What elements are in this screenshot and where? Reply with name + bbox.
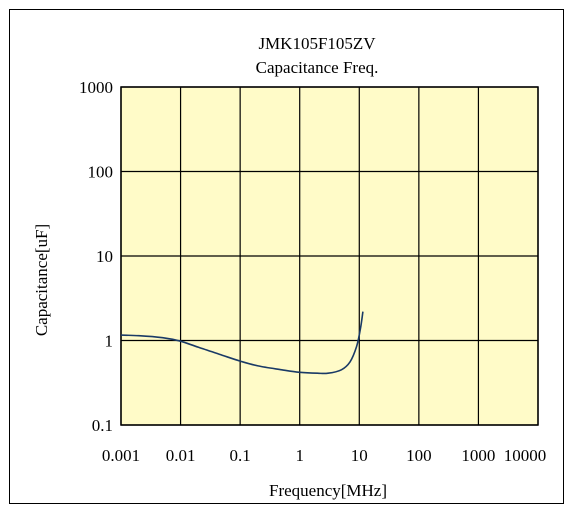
x-tick-label: 0.1 [230, 446, 251, 465]
chart-subtitle: Capacitance Freq. [256, 58, 379, 77]
y-axis-label: Capacitance[uF] [32, 224, 51, 336]
y-tick-label: 100 [88, 163, 114, 182]
y-tick-label: 1000 [79, 78, 113, 97]
x-tick-label: 100 [406, 446, 432, 465]
x-tick-label: 10 [351, 446, 368, 465]
grid-lines [120, 86, 539, 426]
x-tick-label: 0.01 [166, 446, 196, 465]
series-group [120, 311, 364, 375]
x-tick-label: 0.001 [102, 446, 140, 465]
series-line [120, 311, 364, 375]
y-tick-labels: 0.1 1 10 100 1000 [79, 78, 113, 435]
x-axis-label: Frequency[MHz] [269, 481, 387, 500]
x-tick-label: 1 [295, 446, 304, 465]
y-tick-label: 10 [96, 247, 113, 266]
x-tick-label: 1000 [461, 446, 495, 465]
chart-title: JMK105F105ZV [258, 34, 376, 53]
y-tick-label: 0.1 [92, 416, 113, 435]
x-tick-labels: 0.001 0.01 0.1 1 10 100 1000 10000 [102, 446, 546, 465]
x-tick-label: 10000 [504, 446, 547, 465]
y-tick-label: 1 [105, 332, 114, 351]
